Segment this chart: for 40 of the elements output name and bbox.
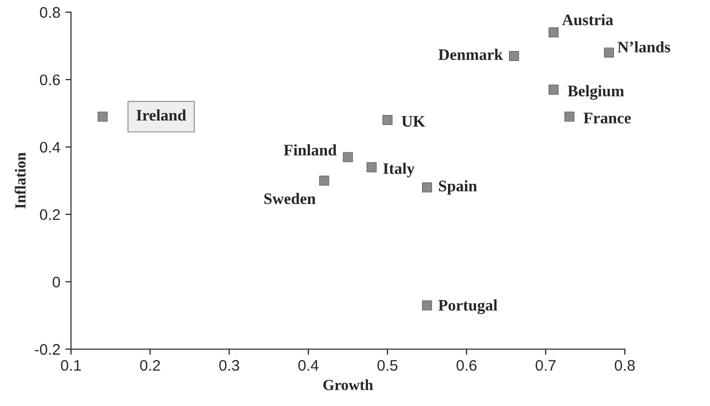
annotation: Ireland bbox=[136, 109, 186, 121]
point bbox=[382, 115, 392, 126]
annotation: Spain bbox=[438, 180, 477, 195]
x-tick-label: 0.7 bbox=[536, 360, 556, 371]
x-tick-label: 0.6 bbox=[456, 360, 477, 371]
annotation: Finland bbox=[284, 144, 337, 156]
annotation: Italy bbox=[383, 162, 415, 178]
y-tick-label: 0.6 bbox=[40, 74, 60, 86]
x-tick-label: 0.3 bbox=[219, 360, 240, 371]
point bbox=[509, 50, 520, 61]
x-tick-label: 0.2 bbox=[140, 360, 160, 371]
annotation: France bbox=[584, 112, 631, 124]
x-tick-label: 0.5 bbox=[377, 360, 398, 371]
point bbox=[366, 162, 377, 172]
x-tick-label: 0.1 bbox=[60, 360, 81, 371]
annotation: N’lands bbox=[618, 41, 670, 52]
annotation: Austria bbox=[562, 14, 614, 26]
x-tick-label: 0.4 bbox=[298, 360, 319, 371]
point bbox=[319, 176, 330, 186]
y-tick-label: 0.4 bbox=[40, 142, 60, 153]
x-tick-label: 0.8 bbox=[614, 360, 635, 371]
point bbox=[564, 112, 574, 122]
point bbox=[548, 84, 559, 95]
annotation: Sweden bbox=[264, 192, 316, 204]
annotation: Belgium bbox=[568, 85, 624, 100]
annotation: Denmark bbox=[438, 48, 503, 60]
y-tick-label: 0 bbox=[52, 276, 60, 288]
y-tick-label: 0.8 bbox=[40, 7, 60, 18]
annotation: UK bbox=[402, 116, 426, 127]
point bbox=[342, 152, 353, 162]
y-tick-label: 0.2 bbox=[40, 209, 60, 220]
point bbox=[422, 182, 432, 192]
point bbox=[422, 300, 432, 310]
x-axis-title: Growth bbox=[323, 379, 373, 390]
point bbox=[548, 27, 559, 38]
point bbox=[98, 112, 108, 122]
point bbox=[604, 48, 614, 58]
y-tick-label: -0.2 bbox=[34, 344, 60, 355]
y-axis-title: Inflation bbox=[14, 152, 26, 209]
annotation: Portugal bbox=[438, 299, 498, 314]
